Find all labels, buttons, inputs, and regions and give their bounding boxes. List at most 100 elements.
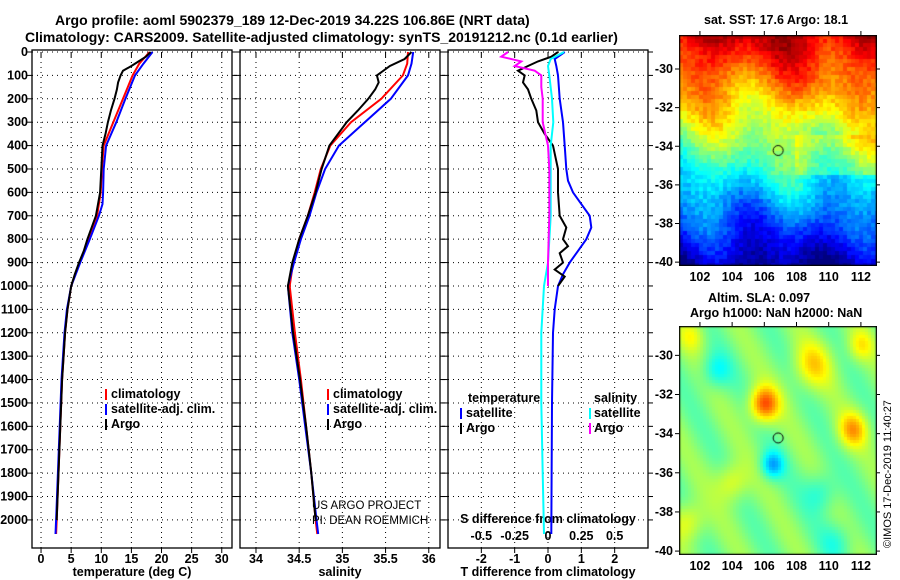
legend-label: Argo (333, 417, 363, 431)
y-tick-label: 900 (7, 256, 28, 270)
x-tick-label: 35.5 (373, 552, 397, 566)
map-lat-label: -32 (655, 388, 673, 402)
s-axis-label: S difference from climatology (460, 512, 636, 526)
x-tick-label: 20 (155, 552, 169, 566)
map-lon-label: 104 (722, 559, 743, 573)
legend-label: Argo (111, 417, 141, 431)
legend-label: Argo (594, 421, 624, 435)
map-lon-label: 102 (689, 559, 710, 573)
x-tick-label: 5 (68, 552, 75, 566)
panel-salinity: 34 34.5 35 35.5 36 salinity climatologysatelli… (234, 49, 445, 579)
y-tick-label: 0 (21, 45, 28, 59)
series-line-argo (286, 51, 413, 520)
map-lon-label: 104 (722, 270, 743, 284)
y-tick-label: 300 (7, 115, 28, 129)
x-tick-label: 15 (124, 552, 138, 566)
y-tick-label: 1100 (1, 302, 28, 316)
series-line-climatology (288, 51, 409, 535)
x-tick-label: 34.5 (287, 552, 311, 566)
y-tick-label: 1000 (0, 279, 28, 293)
y-tick-label: 2000 (0, 513, 28, 527)
legend-label: climatology (111, 387, 181, 401)
x-tick-label: 2 (611, 552, 618, 566)
s-tick-label: -0.25 (500, 529, 529, 543)
map-lon-label: 112 (851, 559, 871, 573)
sla-map-subtitle: Argo h1000: NaN h2000: NaN (690, 306, 863, 320)
s-tick-label: 0 (545, 529, 552, 543)
y-tick-label: 1800 (0, 466, 28, 480)
x-tick-label: 10 (94, 552, 108, 566)
plot-frame (31, 49, 233, 549)
y-tick-label: 1700 (0, 443, 28, 457)
x-axis-label: salinity (318, 565, 361, 579)
x-axis-label: T difference from climatology (460, 565, 635, 579)
y-tick-label: 700 (7, 209, 28, 223)
series-line-s-satellite (540, 51, 565, 535)
panel-difference: -2 -1 0 1 2T difference from climatology -0.5… (442, 49, 653, 579)
sst-map (679, 35, 877, 266)
map-lon-label: 108 (786, 559, 807, 573)
pi-credit: PI: DEAN ROEMMICH (312, 515, 429, 527)
x-tick-label: 0 (38, 552, 45, 566)
s-tick-label: 0.5 (606, 529, 623, 543)
series-line-t-argo (516, 51, 570, 287)
x-tick-label: 25 (185, 552, 199, 566)
legend-label: satellite-adj. clim. (111, 402, 215, 416)
map-lon-label: 106 (754, 559, 775, 573)
legend-label: satellite (594, 406, 641, 420)
plot-frame (447, 49, 649, 549)
legend-title-salinity: salinity (594, 391, 637, 405)
y-tick-label: 100 (7, 68, 28, 82)
figure-subtitle: Climatology: CARS2009. Satellite-adjuste… (25, 29, 618, 45)
project-credit: US ARGO PROJECT (312, 500, 422, 512)
y-tick-label: 500 (7, 162, 28, 176)
map-lat-label: -36 (655, 178, 673, 192)
map-lat-label: -36 (655, 466, 673, 480)
figure-title: Argo profile: aoml 5902379_189 12-Dec-20… (55, 12, 530, 28)
sst-map-title: sat. SST: 17.6 Argo: 18.1 (704, 13, 849, 27)
map-lat-label: -34 (655, 427, 673, 441)
legend-label: Argo (466, 421, 496, 435)
x-tick-label: 0 (545, 552, 552, 566)
y-tick-label: 1300 (0, 349, 28, 363)
x-tick-label: 36 (422, 552, 436, 566)
imos-watermark: ©IMOS 17-Dec-2019 11:40:27 (882, 400, 894, 548)
map-lat-label: -38 (655, 505, 673, 519)
sla-map-title: Altim. SLA: 0.097 (708, 291, 811, 305)
x-tick-label: 1 (578, 552, 585, 566)
legend-title-temperature: temperature (468, 391, 540, 405)
y-tick-label: 1900 (0, 490, 28, 504)
map-lat-label: -32 (655, 101, 673, 115)
series-line-t-satellite (550, 51, 593, 535)
map-lat-label: -30 (655, 348, 673, 362)
map-lat-label: -34 (655, 139, 673, 153)
series-line-s-argo (498, 51, 551, 286)
y-tick-label: 400 (7, 139, 28, 153)
x-tick-label: 30 (215, 552, 229, 566)
legend-label: satellite-adj. clim. (333, 402, 437, 416)
sla-map (679, 326, 877, 555)
map-lon-label: 102 (689, 270, 710, 284)
map-lon-label: 110 (819, 270, 839, 284)
s-tick-label: -0.5 (471, 529, 493, 543)
x-tick-label: -2 (476, 552, 487, 566)
y-tick-label: 200 (7, 92, 28, 106)
legend-label: climatology (333, 387, 403, 401)
y-tick-label: 800 (7, 232, 28, 246)
x-tick-label: 34 (249, 552, 263, 566)
map-lat-label: -38 (655, 217, 673, 231)
y-tick-label: 1600 (0, 419, 28, 433)
map-lon-label: 108 (786, 270, 807, 284)
y-tick-label: 1400 (0, 373, 28, 387)
y-tick-label: 1500 (0, 396, 28, 410)
x-tick-label: 35 (335, 552, 349, 566)
legend-label: satellite (466, 406, 513, 420)
y-tick-label: 1200 (0, 326, 28, 340)
series-line-argo (55, 51, 152, 520)
series-line-satellite-adj-clim- (286, 51, 415, 535)
x-axis-label: temperature (deg C) (73, 565, 192, 579)
panel-temperature: 0100200300400500600700800900100011001200… (0, 45, 237, 579)
map-lon-label: 106 (754, 270, 775, 284)
